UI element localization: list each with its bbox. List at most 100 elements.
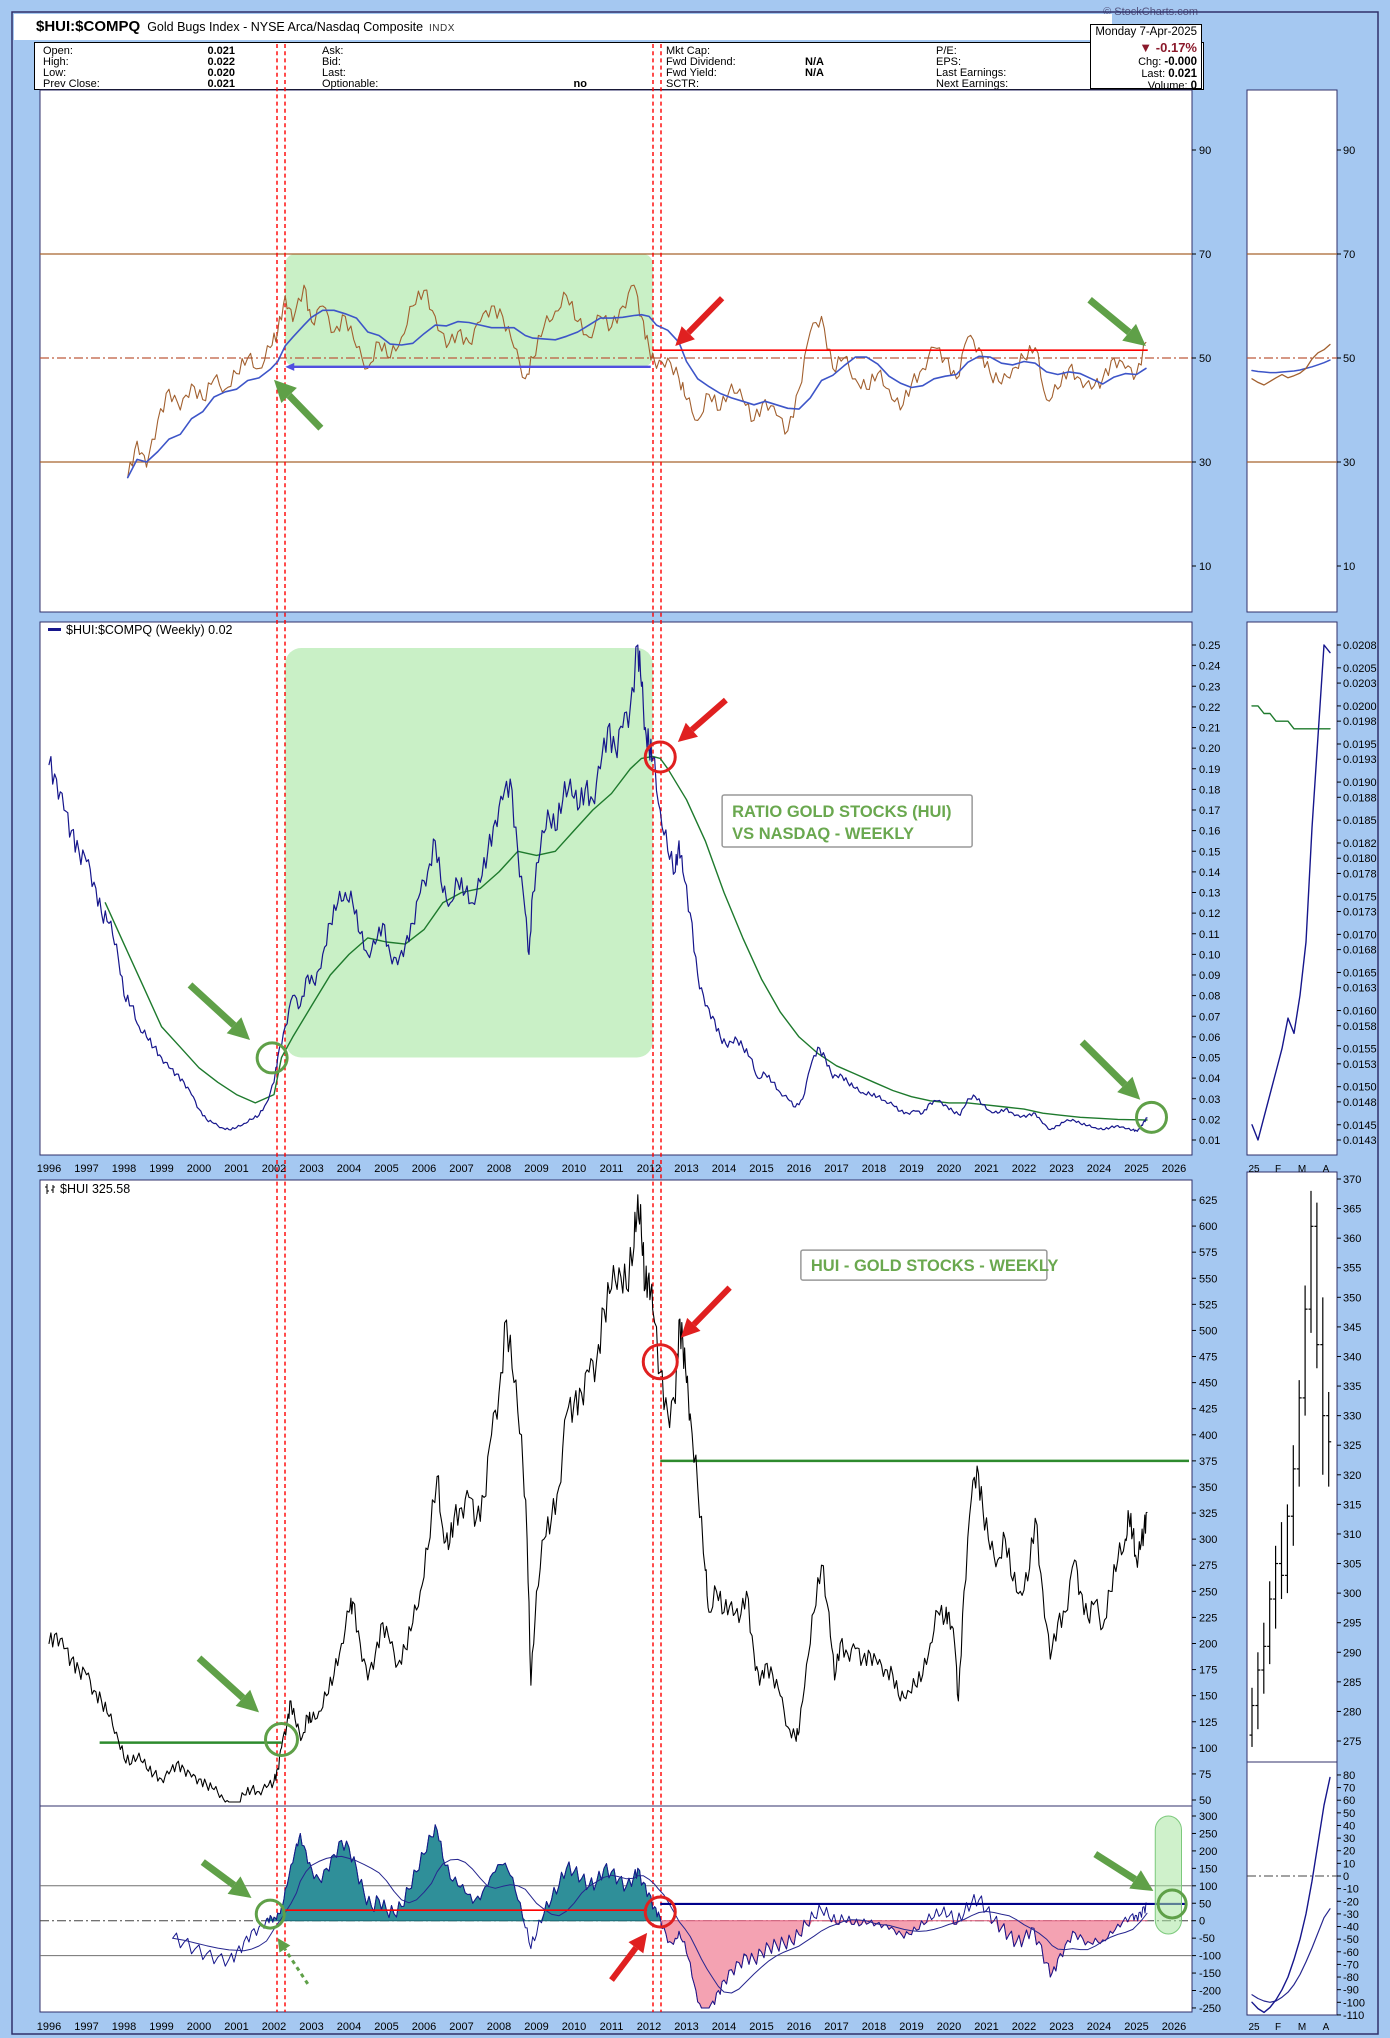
y-axis-label: 0.07: [1199, 1011, 1220, 1023]
green-arrow: [1087, 297, 1132, 335]
red-arrow-head: [677, 722, 699, 742]
y-axis-label: 310: [1343, 1529, 1361, 1541]
green-dotted-arrow: [283, 1948, 310, 1985]
y-axis-label: 30: [1199, 457, 1211, 469]
quote-field: High: 0.022: [43, 57, 235, 68]
y-axis-label: 100: [1199, 1881, 1217, 1893]
quote-info-box: Open: 0.021 High: 0.022 Low: 0.020 Prev Close:…: [34, 42, 1204, 90]
y-axis-label: 0.08: [1199, 991, 1220, 1003]
quote-field: Low: 0.020: [43, 68, 235, 79]
quote-field: Optionable: no: [322, 79, 587, 90]
y-axis-label: 0.0180: [1343, 853, 1377, 865]
mini-oscillator-line: [1251, 1776, 1331, 2014]
y-axis-label: 425: [1199, 1404, 1217, 1416]
quote-value: 0.020: [207, 67, 235, 79]
y-axis-label: 30: [1343, 457, 1355, 469]
y-axis-label: 285: [1343, 1677, 1361, 1689]
y-axis-label: 300: [1343, 1588, 1361, 1600]
y-axis-label: 200: [1199, 1638, 1217, 1650]
y-axis-label: 0.0175: [1343, 891, 1377, 903]
green-arrow-head: [274, 379, 297, 403]
y-axis-label: 450: [1199, 1378, 1217, 1390]
x-axis-year-label: 2019: [899, 1163, 923, 1175]
y-axis-label: 0.0178: [1343, 868, 1377, 880]
y-axis-label: 335: [1343, 1381, 1361, 1393]
change-value: -0.000: [1164, 56, 1197, 68]
ratio-panel-legend: $HUI:$COMPQ (Weekly) 0.02: [48, 623, 232, 637]
quote-date: Monday 7-Apr-2025: [1095, 26, 1197, 38]
y-axis-label: 575: [1199, 1247, 1217, 1259]
y-axis-label: 0.0160: [1343, 1006, 1377, 1018]
y-axis-label: 0.21: [1199, 723, 1220, 735]
y-axis-label: 70: [1343, 249, 1355, 261]
y-axis-label: 325: [1343, 1440, 1361, 1452]
x-axis-year-label: 2024: [1087, 2021, 1111, 2033]
y-axis-label: 0.09: [1199, 970, 1220, 982]
quote-label: Optionable:: [322, 78, 379, 90]
y-axis-label: 0.0155: [1343, 1044, 1377, 1056]
x-axis-year-label: 1997: [74, 2021, 98, 2033]
y-axis-label: -60: [1343, 1947, 1359, 1959]
y-axis-label: 0.0205: [1343, 663, 1377, 675]
y-axis-label: 50: [1199, 1795, 1211, 1807]
x-axis-year-label: 2006: [412, 2021, 436, 2033]
page-inner-border: [11, 11, 1379, 2035]
x-axis-year-label: 2000: [187, 1163, 211, 1175]
quote-label: High:: [43, 56, 69, 68]
x-axis-year-label: 2025: [1124, 2021, 1148, 2033]
y-axis-label: 0.0203: [1343, 678, 1377, 690]
y-axis-label: 0.0182: [1343, 838, 1377, 850]
x-axis-year-label: 1999: [149, 2021, 173, 2033]
quote-value: N/A: [805, 67, 824, 79]
quote-label: Last Earnings:: [936, 67, 1007, 79]
quote-label: Fwd Yield:: [666, 67, 717, 79]
quote-column-fundamentals: Mkt Cap: Fwd Dividend: N/A Fwd Yield: N/A SCT…: [666, 46, 824, 90]
y-axis-label: -50: [1199, 1933, 1215, 1945]
y-axis-label: 60: [1343, 1795, 1355, 1807]
quote-field: SCTR:: [666, 79, 824, 90]
buy-signal-circle: [1135, 1100, 1168, 1134]
y-axis-label: 150: [1199, 1691, 1217, 1703]
y-axis-label: 10: [1343, 1858, 1355, 1870]
y-axis-label: 0.0165: [1343, 967, 1377, 979]
green-arrow-head: [227, 1876, 252, 1899]
y-axis-label: 0.02: [1199, 1114, 1220, 1126]
quote-value: 0.021: [207, 78, 235, 90]
quote-field: P/E:: [936, 46, 1056, 57]
mini-month-label: M: [1298, 1164, 1306, 1175]
quote-label: Bid:: [322, 56, 341, 68]
green-arrow-head: [1122, 323, 1146, 347]
x-axis-year-label: 2014: [712, 2021, 736, 2033]
x-axis-year-label: 2012: [637, 2021, 661, 2033]
down-triangle-icon: ▼: [1139, 40, 1153, 55]
mini-month-label: F: [1275, 2022, 1281, 2033]
green-arrow: [1093, 1851, 1137, 1883]
x-axis-year-label: 2004: [337, 1163, 361, 1175]
buy-signal-circle: [255, 1041, 289, 1075]
y-axis-label: 75: [1199, 1769, 1211, 1781]
y-axis-label: 360: [1343, 1233, 1361, 1245]
x-axis-year-label: 2008: [487, 2021, 511, 2033]
ohlc-icon: [45, 1184, 55, 1194]
change-value: 0: [1190, 80, 1197, 92]
y-axis-label: -50: [1343, 1934, 1359, 1946]
y-axis-label: 0.0188: [1343, 792, 1377, 804]
y-axis-label: -100: [1343, 1997, 1365, 2009]
y-axis-label: -100: [1199, 1951, 1221, 1963]
y-axis-label: 350: [1199, 1482, 1217, 1494]
change-row: Last: 0.021: [1141, 68, 1197, 80]
x-axis-year-label: 2017: [824, 2021, 848, 2033]
y-axis-label: 0.0158: [1343, 1021, 1377, 1033]
mini-month-label: 25: [1248, 2022, 1260, 2033]
y-axis-label: 600: [1199, 1221, 1217, 1233]
y-axis-label: 0.06: [1199, 1032, 1220, 1044]
x-axis-year-label: 2013: [674, 2021, 698, 2033]
y-axis-label: 0.0193: [1343, 754, 1377, 766]
quote-field: Fwd Dividend: N/A: [666, 57, 824, 68]
mini-hui-panel: [1246, 1171, 1338, 1763]
x-axis-year-label: 2003: [299, 2021, 323, 2033]
y-axis-label: 345: [1343, 1322, 1361, 1334]
sell-signal-circle: [643, 1895, 677, 1929]
rsi-signal-line: [126, 309, 1147, 479]
y-axis-label: 320: [1343, 1470, 1361, 1482]
